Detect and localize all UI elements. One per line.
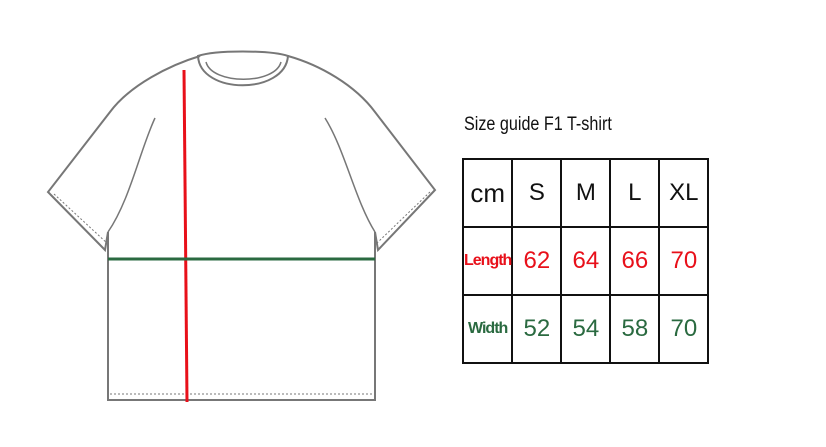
- size-header-m: M: [560, 158, 612, 228]
- table-cell: 70: [658, 294, 710, 364]
- size-table: cm S M L XL Length 62 64 66 70 Width 52 …: [461, 158, 710, 364]
- row-label: Length: [461, 226, 514, 296]
- size-header-l: L: [609, 158, 661, 228]
- row-label: Width: [461, 294, 514, 364]
- size-guide-title: Size guide F1 T-shirt: [464, 114, 612, 135]
- table-cell: 54: [560, 294, 612, 364]
- table-cell: 64: [560, 226, 612, 296]
- table-cell: 58: [609, 294, 661, 364]
- table-cell: 66: [609, 226, 661, 296]
- table-header-row: cm S M L XL: [461, 158, 710, 228]
- table-cell: 52: [511, 294, 563, 364]
- unit-header: cm: [461, 158, 514, 228]
- table-row-length: Length 62 64 66 70: [461, 226, 710, 296]
- table-cell: 70: [658, 226, 710, 296]
- table-row-width: Width 52 54 58 70: [461, 294, 710, 364]
- table-cell: 62: [511, 226, 563, 296]
- size-header-xl: XL: [658, 158, 710, 228]
- tshirt-outline: [46, 50, 437, 401]
- size-header-s: S: [511, 158, 563, 228]
- length-measure-line: [182, 69, 189, 403]
